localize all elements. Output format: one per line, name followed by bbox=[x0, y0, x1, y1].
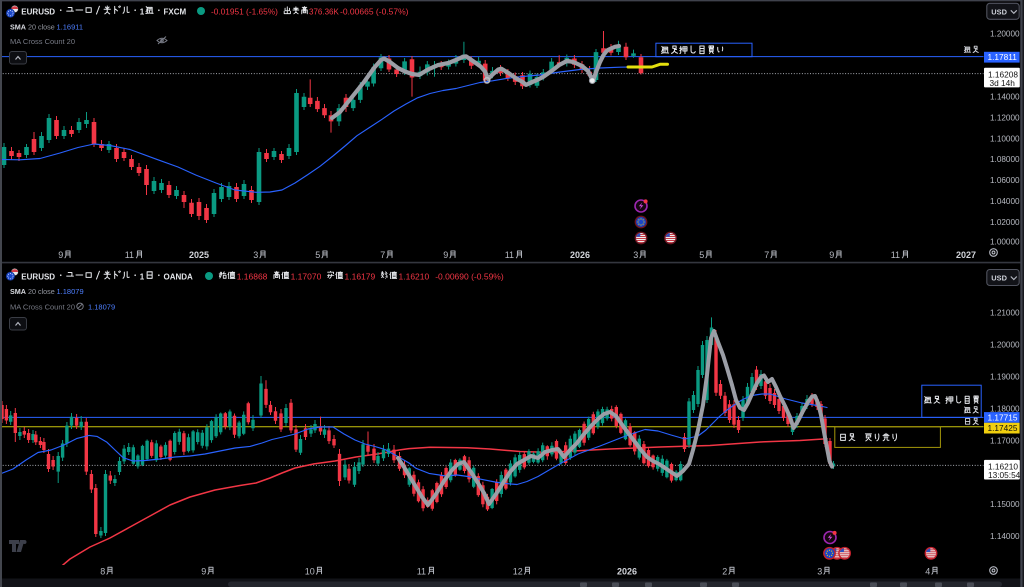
svg-text:1.16868: 1.16868 bbox=[237, 271, 268, 281]
svg-text:11: 11 bbox=[891, 250, 900, 260]
svg-text:EURUSD: EURUSD bbox=[21, 7, 55, 16]
svg-text:1.16208: 1.16208 bbox=[988, 69, 1018, 79]
svg-text:5: 5 bbox=[315, 250, 320, 260]
svg-text:9: 9 bbox=[443, 250, 448, 260]
svg-text:1.16911: 1.16911 bbox=[57, 23, 84, 32]
svg-text:11: 11 bbox=[125, 250, 134, 260]
svg-text:1.20000: 1.20000 bbox=[990, 30, 1020, 39]
svg-text:3: 3 bbox=[253, 250, 258, 260]
svg-text:8: 8 bbox=[100, 567, 105, 577]
svg-text:1.08000: 1.08000 bbox=[990, 155, 1020, 164]
svg-text:2026: 2026 bbox=[617, 567, 637, 577]
svg-text:1.16210: 1.16210 bbox=[988, 461, 1018, 471]
svg-text:1.20000: 1.20000 bbox=[990, 340, 1020, 349]
svg-text:1.10000: 1.10000 bbox=[990, 135, 1020, 144]
svg-text:FXCM: FXCM bbox=[164, 7, 187, 16]
svg-text:20 close: 20 close bbox=[28, 287, 55, 296]
svg-text:SMA: SMA bbox=[10, 23, 26, 32]
svg-text:1.19000: 1.19000 bbox=[990, 372, 1020, 381]
svg-text:9: 9 bbox=[829, 250, 834, 260]
svg-text:12: 12 bbox=[513, 567, 523, 577]
svg-text:1.16179: 1.16179 bbox=[345, 271, 376, 281]
svg-text:OANDA: OANDA bbox=[164, 272, 194, 281]
svg-text:20 close: 20 close bbox=[28, 23, 55, 32]
svg-text:-0.01951 (-1.65%): -0.01951 (-1.65%) bbox=[211, 6, 278, 16]
svg-text:11: 11 bbox=[417, 567, 426, 577]
svg-text:9: 9 bbox=[58, 250, 63, 260]
svg-text:1: 1 bbox=[140, 7, 145, 16]
svg-text:1.06000: 1.06000 bbox=[990, 176, 1020, 185]
svg-text:2027: 2027 bbox=[956, 250, 976, 260]
svg-text:7: 7 bbox=[380, 250, 385, 260]
svg-text:-0.00665 (-0.57%): -0.00665 (-0.57%) bbox=[340, 6, 409, 16]
svg-text:MA Cross Count 20: MA Cross Count 20 bbox=[10, 37, 75, 46]
svg-text:1.16210: 1.16210 bbox=[399, 271, 430, 281]
svg-text:3d 14h: 3d 14h bbox=[990, 78, 1016, 88]
svg-text:3: 3 bbox=[633, 250, 638, 260]
svg-text:1: 1 bbox=[140, 272, 145, 281]
svg-text:4: 4 bbox=[925, 567, 930, 577]
svg-text:376.36K: 376.36K bbox=[309, 7, 339, 16]
svg-text:1.14000: 1.14000 bbox=[990, 532, 1020, 541]
svg-text:SMA: SMA bbox=[10, 287, 26, 296]
svg-text:EURUSD: EURUSD bbox=[21, 272, 55, 281]
svg-text:1.18079: 1.18079 bbox=[88, 302, 115, 311]
svg-text:USD: USD bbox=[991, 7, 1007, 16]
svg-text:2: 2 bbox=[722, 567, 727, 577]
svg-text:1.04000: 1.04000 bbox=[990, 197, 1020, 206]
svg-text:1.12000: 1.12000 bbox=[990, 114, 1020, 123]
svg-text:-0.00690 (-0.59%): -0.00690 (-0.59%) bbox=[435, 271, 504, 281]
svg-text:7: 7 bbox=[764, 250, 769, 260]
svg-text:13:05:54: 13:05:54 bbox=[988, 470, 1021, 480]
svg-text:10: 10 bbox=[305, 567, 315, 577]
svg-text:11: 11 bbox=[505, 250, 514, 260]
svg-text:1.02000: 1.02000 bbox=[990, 218, 1020, 227]
svg-text:1.21000: 1.21000 bbox=[990, 309, 1020, 318]
svg-text:2025: 2025 bbox=[189, 250, 209, 260]
svg-text:2026: 2026 bbox=[570, 250, 590, 260]
svg-text:1.18000: 1.18000 bbox=[990, 404, 1020, 413]
svg-text:MA Cross Count 20: MA Cross Count 20 bbox=[10, 302, 75, 311]
svg-text:1.14000: 1.14000 bbox=[990, 93, 1020, 102]
svg-text:1.17811: 1.17811 bbox=[988, 52, 1018, 62]
svg-text:1.17715: 1.17715 bbox=[988, 412, 1018, 422]
svg-text:USD: USD bbox=[991, 274, 1007, 283]
svg-text:1.17425: 1.17425 bbox=[988, 423, 1018, 433]
svg-text:3: 3 bbox=[817, 567, 822, 577]
svg-text:1.17070: 1.17070 bbox=[291, 271, 322, 281]
svg-text:1.15000: 1.15000 bbox=[990, 500, 1020, 509]
svg-text:1.18079: 1.18079 bbox=[57, 287, 84, 296]
svg-text:1.00000: 1.00000 bbox=[990, 238, 1020, 247]
svg-text:1.17000: 1.17000 bbox=[990, 436, 1020, 445]
svg-text:9: 9 bbox=[201, 567, 206, 577]
svg-text:5: 5 bbox=[699, 250, 704, 260]
